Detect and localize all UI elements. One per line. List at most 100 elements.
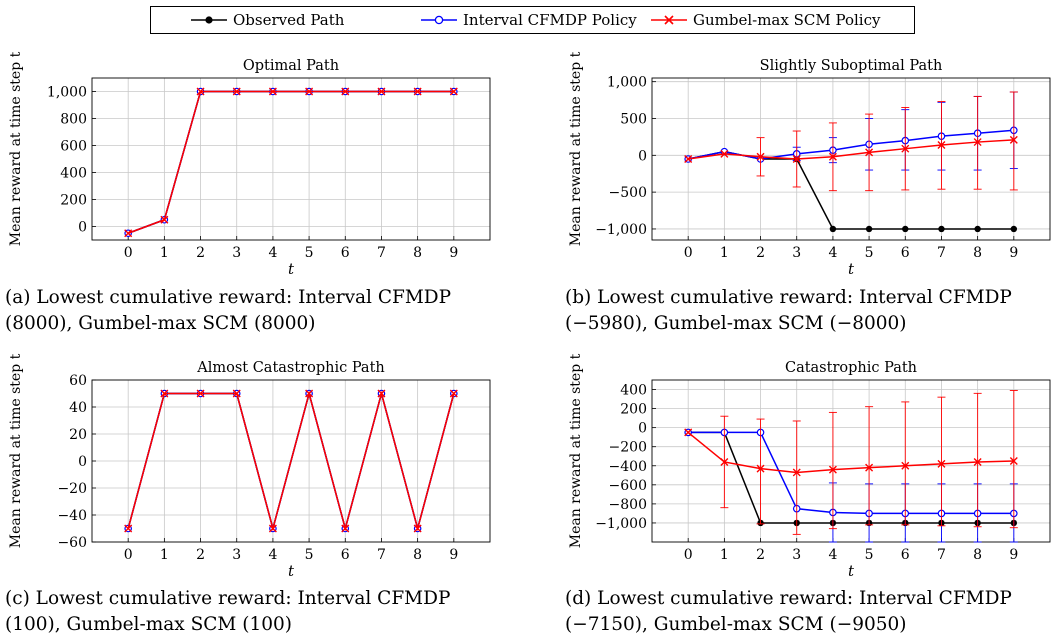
error-bar-gumbel [756, 418, 765, 525]
chart-slightly-suboptimal-path: 0 1 2 3 4 5 6 7 8 9 −1,000 −500 0 500 1,000 Slightly Su… [568, 51, 1051, 278]
legend-observed: Observed Path [191, 10, 344, 30]
point-gumbel [901, 144, 910, 153]
point-gumbel [1009, 457, 1018, 465]
point-gumbel [828, 465, 837, 474]
series-line-observed [688, 150, 1014, 230]
point-gumbel [413, 524, 422, 533]
legend-gumbel: Gumbel-max SCM Policy [651, 10, 880, 30]
x-axis-label: t [288, 562, 295, 580]
point-observed [829, 225, 837, 233]
error-bar-gumbel [865, 406, 874, 526]
series-interval [684, 91, 1018, 171]
chart-optimal-path: 0 1 2 3 4 5 6 7 8 9 0 200 400 600 800 1,000 Optimal Path… [8, 51, 491, 278]
caption-a-line1: (a) Lowest cumulative reward: Interval C… [5, 287, 452, 308]
caption-b: (b) Lowest cumulative reward: Interval C… [565, 285, 1012, 337]
chart-catastrophic-path: 0 1 2 3 4 5 6 7 8 9 −1,000 −800 −600 −400 −200 0 200 400 C… [568, 353, 1051, 580]
point-gumbel [268, 87, 277, 96]
y-tick-label: 600 [60, 139, 87, 155]
point-gumbel [720, 149, 729, 158]
x-tick-label: 6 [901, 245, 910, 261]
point-gumbel [865, 463, 874, 472]
point-gumbel [377, 389, 386, 398]
error-bar-gumbel [901, 401, 910, 526]
legend: Observed Path Interval CFMDP Policy Gumb… [150, 6, 915, 34]
series-line-interval [127, 90, 454, 234]
x-tick-label: 2 [196, 547, 205, 563]
x-tick-label: 3 [792, 245, 801, 261]
point-gumbel [937, 141, 946, 150]
point-gumbel [305, 389, 314, 398]
point-gumbel [1009, 135, 1018, 144]
chart-title: Catastrophic Path [785, 360, 917, 376]
series-line-observed [688, 431, 1014, 524]
x-tick-label: 5 [865, 547, 874, 563]
y-tick-label: 400 [620, 383, 647, 399]
series-gumbel [684, 91, 1018, 192]
point-observed [1010, 225, 1018, 233]
caption-d-line1: (d) Lowest cumulative reward: Interval C… [565, 588, 1012, 609]
y-tick-label: −500 [609, 185, 647, 201]
y-tick-label: −1,000 [595, 516, 647, 532]
x-tick-label: 9 [449, 245, 458, 261]
x-tick-label: 3 [232, 245, 241, 261]
legend-interval: Interval CFMDP Policy [421, 10, 637, 30]
x-tick-label: 1 [160, 245, 169, 261]
error-bar-gumbel [973, 392, 982, 528]
series-line-gumbel [127, 90, 454, 234]
point-gumbel [232, 389, 241, 398]
y-tick-label: −600 [609, 478, 647, 494]
y-axis-label: Mean reward at time step t [568, 51, 584, 246]
x-tick-label: 1 [720, 245, 729, 261]
caption-a-line2: (8000), Gumbel-max SCM (8000) [5, 313, 316, 334]
x-tick-label: 9 [1009, 245, 1018, 261]
x-tick-label: 9 [1009, 547, 1018, 563]
point-gumbel [196, 87, 205, 96]
point-gumbel [160, 215, 169, 224]
point-gumbel [684, 155, 693, 163]
y-axis-label: Mean reward at time step t [8, 51, 24, 246]
x-tick-label: 3 [232, 547, 241, 563]
point-observed [865, 225, 873, 233]
point-gumbel [756, 152, 765, 161]
y-tick-label: −20 [57, 481, 87, 497]
x-tick-label: 4 [268, 245, 277, 261]
x-tick-label: 0 [124, 245, 133, 261]
grid [652, 78, 1050, 240]
point-gumbel [124, 229, 133, 238]
x-tick-label: 5 [865, 245, 874, 261]
error-bar-gumbel [937, 396, 946, 527]
legend-observed-label: Observed Path [233, 11, 345, 29]
x-tick-label: 6 [341, 245, 350, 261]
y-tick-label: 0 [638, 148, 647, 164]
series-observed [684, 148, 1018, 233]
chart-title: Slightly Suboptimal Path [760, 58, 943, 74]
x-tick-label: 0 [124, 547, 133, 563]
series-line-interval [688, 431, 1014, 515]
series-gumbel [684, 390, 1018, 535]
y-tick-label: −40 [57, 508, 87, 524]
y-tick-label: 200 [60, 193, 87, 209]
caption-c-line2: (100), Gumbel-max SCM (100) [5, 614, 292, 635]
point-gumbel [377, 87, 386, 96]
x-tick-label: 4 [828, 245, 837, 261]
x-tick-label: 6 [341, 547, 350, 563]
error-bar-gumbel [1009, 390, 1018, 529]
x-tick-label: 8 [973, 245, 982, 261]
grid [92, 78, 490, 240]
y-tick-label: −60 [57, 535, 87, 551]
point-gumbel [232, 87, 241, 96]
y-tick-label: 0 [78, 220, 87, 236]
series-interval [124, 87, 458, 238]
point-gumbel [196, 389, 205, 398]
legend-interval-label: Interval CFMDP Policy [463, 11, 637, 29]
x-tick-label: 7 [377, 547, 386, 563]
x-tick-label: 0 [684, 547, 693, 563]
point-gumbel [449, 87, 458, 96]
caption-d-line2: (−7150), Gumbel-max SCM (−9050) [565, 614, 907, 635]
chart-title: Optimal Path [243, 58, 339, 74]
point-gumbel [305, 87, 314, 96]
x-tick-label: 7 [937, 547, 946, 563]
legend-gumbel-label: Gumbel-max SCM Policy [693, 11, 881, 29]
point-gumbel [413, 87, 422, 96]
series-line-gumbel [688, 139, 1014, 160]
